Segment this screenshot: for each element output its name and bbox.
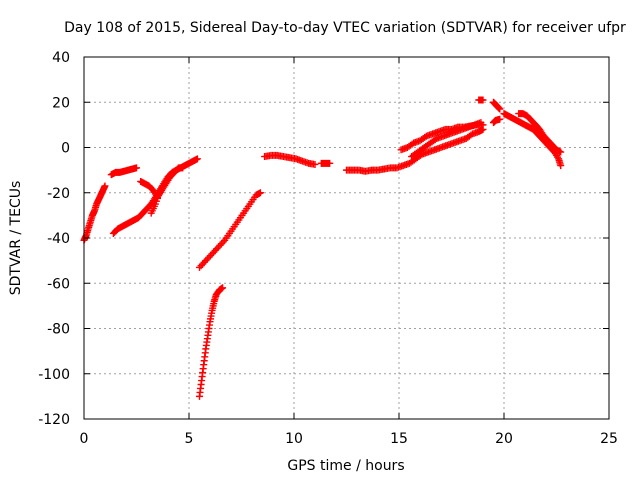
x-tick-label: 0 <box>80 431 89 447</box>
data-point <box>179 164 187 172</box>
x-tick-label: 10 <box>285 431 303 447</box>
data-point <box>133 164 140 172</box>
data-series <box>80 96 565 400</box>
data-point <box>167 170 175 178</box>
series-arc-17 <box>515 110 565 156</box>
series-arc-2 <box>107 164 140 179</box>
y-tick-label: 40 <box>52 50 70 66</box>
series-arc-7 <box>196 284 227 400</box>
x-tick-label: 25 <box>600 431 618 447</box>
data-point <box>311 160 319 168</box>
data-point <box>168 168 176 176</box>
y-axis-title: SDTVAR / TECUs <box>8 181 24 296</box>
series-arc-14 <box>490 98 504 113</box>
y-tick-label: -60 <box>47 276 70 292</box>
y-tick-label: -100 <box>38 367 70 383</box>
x-tick-label: 15 <box>390 431 408 447</box>
y-tick-label: -80 <box>47 322 70 338</box>
axis-tick-labels: 0 5 10 15 20 25 -120 -100 -80 -60 -40 -20 0 20 40 <box>38 50 618 447</box>
data-point <box>101 182 109 190</box>
data-point <box>326 159 334 167</box>
series-arc-10 <box>343 125 487 175</box>
y-tick-label: 20 <box>52 95 70 111</box>
data-point <box>477 119 485 127</box>
data-point <box>557 162 565 170</box>
data-point <box>496 115 504 123</box>
series-arc-13 <box>475 96 487 104</box>
series-arc-15 <box>490 115 504 127</box>
series-arc-5 <box>147 168 176 217</box>
y-tick-label: 0 <box>61 141 70 157</box>
chart-title: Day 108 of 2015, Sidereal Day-to-day VTE… <box>64 20 626 36</box>
series-arc-1 <box>80 182 109 244</box>
y-tick-label: -20 <box>47 186 70 202</box>
series-arc-8 <box>261 151 319 168</box>
x-tick-label: 5 <box>185 431 194 447</box>
series-arc-9 <box>317 159 334 167</box>
gridlines <box>84 57 609 419</box>
x-axis-title: GPS time / hours <box>287 458 404 474</box>
series-arc-6 <box>196 189 264 271</box>
series-arc-12 <box>408 119 485 161</box>
data-point <box>193 155 201 163</box>
data-point <box>496 105 504 113</box>
y-tick-label: -120 <box>38 412 70 428</box>
data-point <box>557 148 565 156</box>
y-tick-label: -40 <box>47 231 70 247</box>
data-point <box>197 262 205 270</box>
axis-ticks <box>83 56 610 420</box>
data-point <box>479 96 487 104</box>
x-tick-label: 20 <box>495 431 513 447</box>
data-point <box>256 189 264 197</box>
data-point <box>219 284 227 292</box>
